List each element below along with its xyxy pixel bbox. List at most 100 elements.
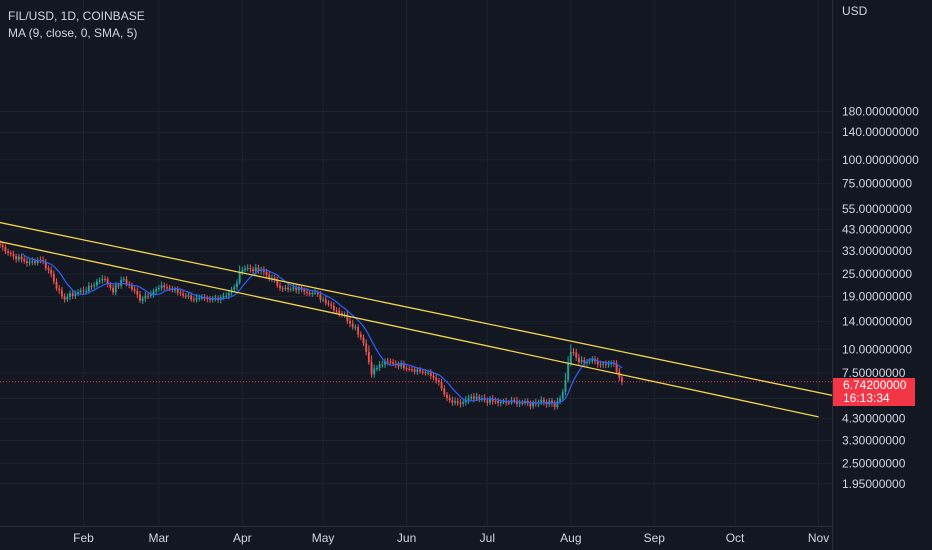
candle[interactable] [34,258,36,266]
candle[interactable] [187,292,190,300]
candle[interactable] [540,396,543,406]
candle[interactable] [147,292,150,299]
candle[interactable] [365,339,368,356]
candle[interactable] [397,361,400,370]
candle[interactable] [596,357,599,368]
candle[interactable] [586,358,588,367]
candle[interactable] [125,275,128,287]
candle[interactable] [20,253,23,263]
candle[interactable] [7,248,10,256]
candle[interactable] [408,366,411,372]
candle[interactable] [400,360,403,370]
candle[interactable] [561,388,564,402]
candle[interactable] [467,394,470,404]
candle[interactable] [238,265,241,285]
candle[interactable] [165,283,168,290]
candle[interactable] [532,400,535,409]
candle[interactable] [338,307,341,317]
candle[interactable] [241,266,244,276]
candle[interactable] [287,283,290,293]
candle[interactable] [63,293,66,303]
candle[interactable] [136,287,139,299]
candle[interactable] [446,392,448,402]
candle[interactable] [139,290,141,303]
candle[interactable] [206,295,209,303]
candle[interactable] [440,378,443,392]
candle[interactable] [327,299,330,307]
candle[interactable] [314,288,316,296]
candle[interactable] [279,282,281,292]
candle[interactable] [95,278,98,288]
candle[interactable] [389,358,392,366]
candle[interactable] [36,257,39,266]
candle[interactable] [23,256,26,264]
candle[interactable] [71,289,74,299]
candle[interactable] [163,282,166,291]
candle[interactable] [419,366,421,374]
candle[interactable] [122,276,125,283]
candle[interactable] [351,319,354,330]
candle[interactable] [373,364,376,378]
candle[interactable] [429,369,432,380]
candle[interactable] [346,310,349,324]
candle[interactable] [462,398,465,407]
candle[interactable] [481,395,483,402]
candle[interactable] [332,302,335,314]
candle[interactable] [354,324,357,331]
candle[interactable] [491,394,494,405]
candle[interactable] [621,374,623,386]
candle[interactable] [284,284,287,292]
candle[interactable] [577,353,580,365]
candle[interactable] [90,283,93,290]
candle[interactable] [236,279,238,291]
candle[interactable] [384,358,386,368]
candles[interactable] [0,239,623,410]
candle[interactable] [341,310,343,318]
candle[interactable] [15,253,18,263]
candle[interactable] [572,348,575,356]
ma-indicator-label[interactable]: MA (9, close, 0, SMA, 5) [8,26,138,40]
candle[interactable] [367,345,370,365]
candle[interactable] [451,396,454,406]
candle[interactable] [50,266,53,278]
candle[interactable] [459,399,462,408]
candle[interactable] [489,396,491,405]
candle[interactable] [211,296,214,303]
candle[interactable] [93,282,96,289]
candle[interactable] [559,395,561,405]
candle[interactable] [362,334,365,347]
candle[interactable] [144,291,147,302]
candle[interactable] [209,295,211,303]
candle[interactable] [182,290,185,298]
candle[interactable] [591,356,594,364]
candle[interactable] [98,277,101,285]
candle[interactable] [77,289,80,296]
candle[interactable] [308,290,311,297]
candle[interactable] [106,276,109,288]
trendline-upper[interactable] [0,221,841,398]
candle[interactable] [155,286,158,295]
candle[interactable] [257,264,260,274]
candle[interactable] [518,399,521,408]
candle[interactable] [4,244,7,255]
candle[interactable] [1,241,4,251]
candle[interactable] [60,286,63,300]
candle[interactable] [244,265,246,273]
candle[interactable] [69,290,71,301]
candle[interactable] [437,377,440,386]
candle[interactable] [17,253,20,263]
candle[interactable] [443,385,446,397]
candle[interactable] [497,398,500,407]
candle[interactable] [233,284,236,292]
candle[interactable] [435,374,438,384]
candle[interactable] [44,258,47,271]
candle[interactable] [141,296,144,305]
candle[interactable] [262,266,265,276]
candle[interactable] [55,278,58,291]
candle[interactable] [580,356,583,365]
time-axis[interactable]: Feb Mar Apr May Jun Jul Aug Sep Oct Nov [73,531,829,545]
candle[interactable] [454,397,456,406]
candle[interactable] [74,290,77,300]
candle[interactable] [276,276,279,288]
